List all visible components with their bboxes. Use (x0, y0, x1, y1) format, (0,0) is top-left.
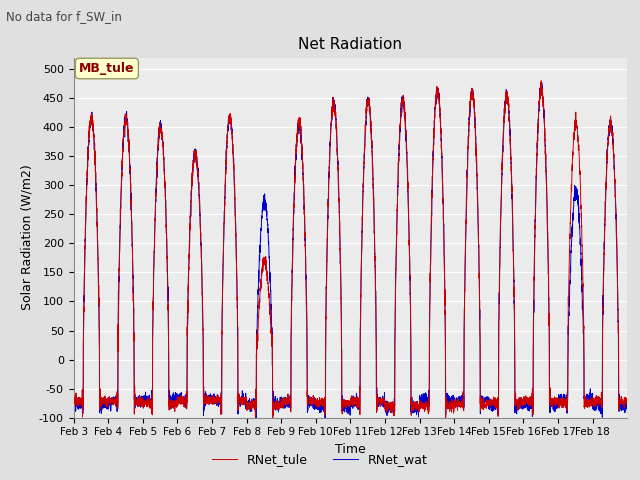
RNet_wat (70, 403, 77, 409)
RNet_tule (401, 102, 408, 108)
Y-axis label: Solar Radiation (W/m2): Solar Radiation (W/m2) (20, 165, 33, 311)
RNet_wat (538, 80, 546, 86)
RNet_tule (538, 78, 545, 84)
RNet_wat (530, 309, 538, 314)
RNet_tule (371, 258, 379, 264)
RNet_wat (623, 408, 631, 413)
X-axis label: Time: Time (335, 443, 366, 456)
Title: Net Radiation: Net Radiation (298, 37, 403, 52)
Legend: RNet_tule, RNet_wat: RNet_tule, RNet_wat (207, 448, 433, 471)
Text: MB_tule: MB_tule (79, 62, 134, 75)
RNet_tule (544, 242, 552, 248)
Line: RNet_wat: RNet_wat (74, 83, 627, 421)
RNet_wat (544, 245, 552, 251)
Text: No data for f_SW_in: No data for f_SW_in (6, 10, 122, 23)
RNet_wat (321, 418, 329, 424)
RNet_tule (623, 402, 631, 408)
RNet_wat (502, 89, 510, 95)
RNet_wat (371, 255, 379, 261)
RNet_wat (401, 110, 408, 116)
RNet_tule (502, 96, 510, 101)
RNet_tule (184, 289, 192, 295)
RNet_wat (184, 274, 192, 279)
RNet_tule (530, 325, 538, 331)
Line: RNet_tule: RNet_tule (74, 81, 627, 420)
RNet_tule (70, 399, 77, 405)
RNet_tule (442, 418, 449, 423)
